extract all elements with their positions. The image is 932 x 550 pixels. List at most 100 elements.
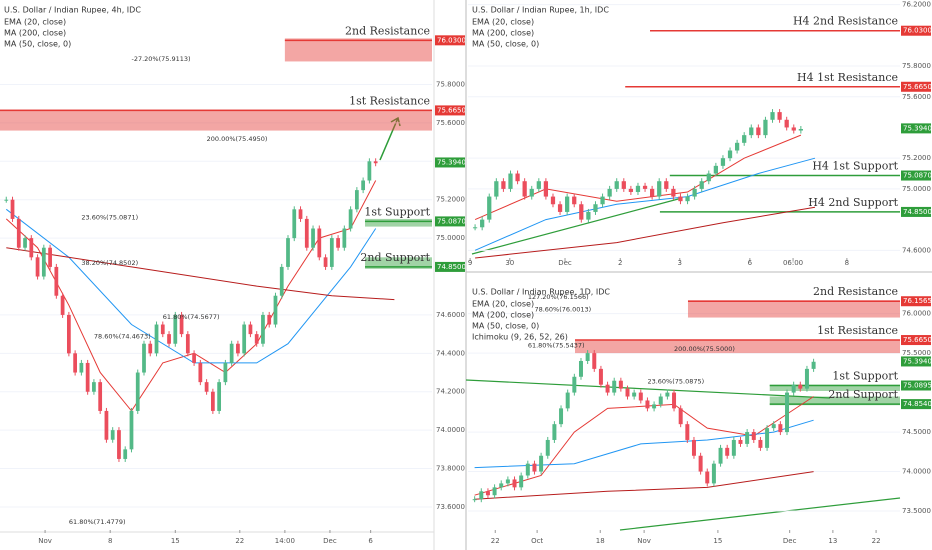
candle [494, 181, 499, 197]
candle [85, 362, 90, 392]
candle [718, 447, 723, 464]
candle [685, 424, 690, 440]
candle [4, 199, 9, 201]
candle [499, 483, 504, 488]
candle [705, 471, 710, 484]
candle [727, 150, 733, 159]
candle [35, 257, 40, 277]
candle [267, 314, 272, 325]
fib-label: 127.20%(76.1566) [528, 293, 589, 301]
candle [625, 388, 630, 397]
indicator-legend: MA (50, close, 0) [472, 322, 539, 331]
candle [791, 384, 796, 393]
y-tick-label: 74.6000 [902, 246, 931, 254]
candle [242, 324, 247, 354]
candle [652, 404, 657, 409]
level-label: H4 2nd Resistance [793, 15, 898, 28]
candle [598, 368, 603, 385]
y-tick-label: 75.8000 [436, 80, 465, 88]
candle [485, 491, 490, 496]
price-tag-label: 76.0300 [437, 36, 466, 44]
fib-label: 200.00%(75.4950) [207, 135, 268, 143]
candle [720, 158, 726, 166]
candle [304, 218, 309, 248]
indicator-legend: EMA (20, close) [472, 18, 534, 27]
candle [98, 382, 103, 411]
candle [586, 211, 591, 220]
level-label: 1st Support [832, 370, 898, 383]
candle [261, 314, 265, 344]
y-tick-label: 76.2000 [902, 1, 931, 9]
candle [731, 439, 736, 456]
x-tick-label: Dec [783, 537, 797, 545]
candle [678, 196, 683, 202]
candle [692, 188, 697, 197]
x-tick-label: 22 [235, 537, 244, 545]
x-tick-label: 9 [468, 259, 472, 267]
candle [525, 463, 530, 476]
candle [621, 181, 626, 189]
price-tag-label: 75.0870 [437, 217, 466, 225]
price-tag [901, 25, 931, 36]
candle [798, 384, 803, 389]
candle [579, 204, 584, 220]
candle [10, 199, 15, 219]
price-tag-label: 75.0870 [903, 172, 932, 180]
level-label: 2nd Resistance [345, 24, 430, 37]
candle [480, 219, 485, 228]
fib-label: 61.80%(74.5677) [163, 313, 220, 321]
price-tag-label: 76.1565 [903, 297, 932, 305]
price-tag [901, 123, 931, 134]
candle [725, 447, 730, 456]
x-tick-label: 15 [713, 537, 722, 545]
fib-label: 23.60%(75.0875) [647, 378, 704, 386]
candle [763, 119, 768, 136]
candle [192, 353, 196, 363]
level-zone [575, 339, 900, 354]
candle [279, 266, 284, 296]
candle [167, 334, 171, 344]
candle [539, 455, 544, 472]
candle [665, 392, 670, 397]
y-tick-label: 75.5000 [902, 349, 931, 357]
moving-average [6, 247, 395, 301]
candle [565, 392, 570, 409]
x-tick-label: Nov [38, 537, 52, 545]
candle [342, 228, 347, 248]
candle [361, 180, 366, 191]
candle [323, 257, 328, 267]
price-tag-label: 74.8500 [903, 208, 932, 216]
y-tick-label: 74.6000 [436, 311, 465, 319]
candle [711, 463, 716, 484]
candle [501, 181, 506, 189]
candle [738, 439, 743, 444]
candle [685, 196, 690, 202]
trendline [465, 379, 831, 399]
candle [336, 238, 340, 248]
indicator-legend: EMA (20, close) [4, 18, 66, 27]
x-tick-label: Nov [637, 537, 651, 545]
chart-title: U.S. Dollar / Indian Rupee, 4h, IDC [4, 6, 141, 15]
candle [248, 324, 253, 335]
candle [179, 314, 184, 335]
candle [236, 343, 240, 354]
candle [135, 372, 140, 411]
x-tick-label: 8 [845, 259, 849, 267]
price-tag [435, 157, 465, 168]
candle [614, 181, 619, 189]
fib-label: 23.60%(75.0871) [81, 213, 138, 221]
candle [229, 343, 234, 363]
x-tick-label: 22 [491, 537, 500, 545]
moving-average [5, 208, 377, 364]
level-label: 1st Support [364, 205, 430, 218]
candle [671, 188, 676, 197]
price-tag [901, 206, 931, 217]
candle [29, 238, 34, 258]
fib-label: 38.20%(74.8502) [81, 259, 138, 267]
candle [142, 343, 146, 373]
price-tag-label: 75.3940 [903, 357, 932, 365]
candle [73, 353, 78, 373]
level-zone [687, 300, 900, 318]
candle [691, 439, 696, 456]
candle [329, 238, 334, 267]
